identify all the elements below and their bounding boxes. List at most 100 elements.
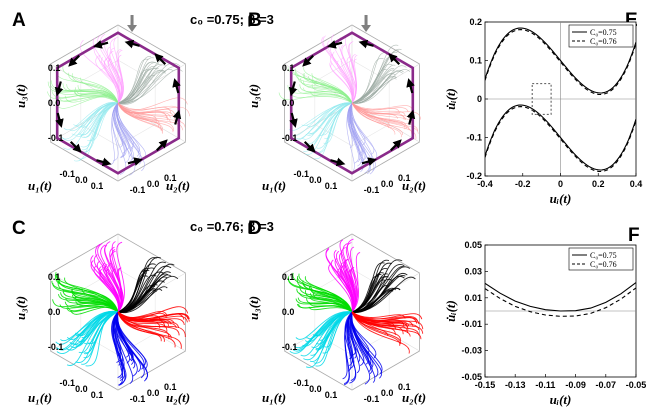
marker-arrow-head [127,25,138,32]
u3-tick-label: -0.1 [48,133,64,143]
trajectory [98,54,119,104]
u2-tick-label: -0.1 [364,394,380,404]
x-tick-label: -0.07 [596,380,617,390]
trajectory [347,238,359,313]
u3-tick-label: -0.1 [282,133,298,143]
trajectory [351,102,419,132]
trajectory [117,62,160,104]
panel-label-c: C [12,218,26,239]
trajectory [75,311,119,347]
trajectory [116,311,145,370]
legend-label: C₀=0.76 [590,37,617,46]
trajectory [322,311,353,354]
trajectory [117,54,123,104]
trajectory [80,102,119,148]
trajectory [117,102,167,119]
u1-axis-label: u₁(t) [262,178,286,193]
trajectory [297,297,353,313]
trajectory [117,102,140,154]
u2-tick-label: 0.0 [381,388,394,398]
flow-arrow [406,109,416,125]
flow-arrow [55,112,64,128]
trajectory [73,102,119,126]
trajectory [63,102,119,131]
title-bottom: c₀ =0.76; β =3 [190,219,274,234]
panel-label-b: B [248,10,262,31]
trajectory [351,49,402,104]
trajectory [80,311,119,365]
x-axis-label: uᵢ(t) [550,191,572,206]
trajectory [52,299,119,313]
x-axis-label: uᵢ(t) [550,392,572,407]
flow-arrow [68,54,80,67]
flow-arrow [327,40,343,49]
trajectory [307,102,353,135]
trajectory [351,102,375,155]
series-line [485,282,636,312]
trajectory [344,311,357,384]
trajectory [325,248,354,313]
u1-tick-label: 0.0 [75,384,88,394]
trajectory [117,311,186,338]
u1-axis-label: u₁(t) [28,390,52,405]
trajectory [117,288,163,313]
trajectory [95,243,122,313]
trajectory [117,275,179,314]
series-line [485,29,636,96]
trajectory [340,44,354,104]
phase-plot-e: -0.4 -0.2 0 0.2 0.4-0.2-0.100.10.2uᵢ(t)u̇ᵢ(t… [443,17,642,206]
y-tick-label: -0.01 [461,319,482,329]
trajectory [308,306,353,313]
trajectory [340,246,357,313]
u1-axis-label: u₁(t) [262,390,286,405]
trajectory [351,102,371,172]
u2-tick-label: 0.1 [164,173,177,183]
trajectory [278,92,353,104]
flow-arrow [388,53,401,65]
flow-arrow [93,40,109,49]
trajectory [117,311,182,349]
u2-tick-label: 0.0 [147,388,160,398]
u3-tick-label: 0.1 [282,63,295,73]
trajectory [115,311,130,364]
axis-labels-d: u₃(t) u₁(t) u₂(t) [246,296,426,405]
u3-tick-label: -0.1 [282,342,298,352]
series-line [485,106,636,173]
axis-labels-a: u₃(t) u₁(t) u₂(t) [13,84,190,193]
trajectory [351,311,409,334]
flow-arrow [288,81,298,97]
trajectory [347,311,354,360]
panel-label-d: D [248,218,262,239]
u3-tick-label: 0.1 [48,63,61,73]
u3-axis-label: u₃(t) [13,296,28,320]
trajectory [349,311,357,359]
trajectory [74,311,119,335]
trajectory [64,301,119,313]
flow-arrow [361,157,377,166]
x-tick-label: -0.11 [535,380,555,390]
y-tick-label: 0.2 [469,17,482,27]
trajectory [112,102,136,176]
trajectory [117,69,153,104]
flow-arrow [69,141,82,153]
title-top: c₀ =0.75; β =3 [190,12,274,27]
trajectory [67,306,119,313]
trajectory [117,102,183,131]
flow-arrow [54,81,64,97]
trajectory [351,311,382,379]
trajectory [51,90,119,104]
phase-plot-f: -0.15 -0.13 -0.11 -0.09 -0.07 -0.05 -0.05 -0.03… [443,240,646,407]
u3-tick-label: 0.0 [48,98,61,108]
trajectory [351,311,401,346]
trajectory [351,75,398,104]
trajectory [109,102,119,165]
flow-arrow [302,54,314,67]
u3-tick-label: 0.0 [48,307,61,317]
y-tick-label: -0.2 [466,171,482,181]
trajectory [298,303,353,313]
u2-tick-label: 0.1 [398,382,411,392]
flow-arrow [330,157,346,167]
trajectory [117,69,166,105]
trajectory [300,311,353,357]
